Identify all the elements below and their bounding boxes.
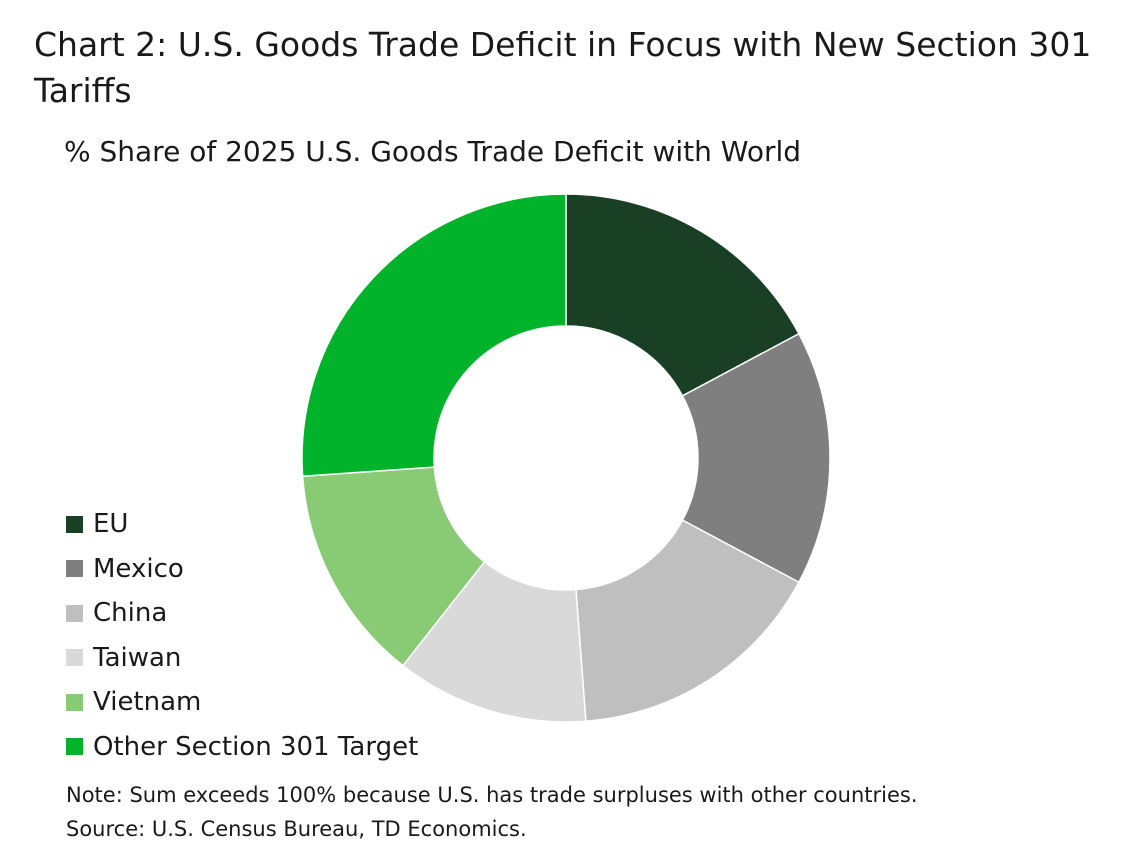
legend-item-vietnam: Vietnam [66, 680, 418, 725]
slice-other-section-301-target [301, 193, 567, 478]
chart-title: Chart 2: U.S. Goods Trade Deficit in Foc… [34, 25, 1092, 110]
slice-china [575, 519, 800, 723]
legend-swatch-taiwan [66, 649, 83, 667]
legend-swatch-mexico [66, 560, 83, 578]
slice-eu [565, 193, 800, 397]
legend-item-taiwan: Taiwan [66, 636, 418, 681]
legend-swatch-eu [66, 515, 83, 533]
legend-item-mexico: Mexico [66, 547, 418, 592]
legend-label-other-section-301-target: Other Section 301 Target [93, 731, 419, 762]
legend-label-vietnam: Vietnam [93, 687, 202, 718]
legend-item-eu: EU [66, 502, 418, 547]
slice-mexico [681, 332, 831, 584]
legend-item-other-section-301-target: Other Section 301 Target [66, 725, 418, 770]
chart-source: Source: U.S. Census Bureau, TD Economics… [66, 817, 527, 841]
legend-label-mexico: Mexico [93, 553, 184, 584]
slice-vietnam [301, 466, 486, 667]
footnotes: Note: Sum exceeds 100% because U.S. has … [66, 778, 918, 846]
legend-label-china: China [93, 598, 168, 629]
legend-item-china: China [66, 591, 418, 636]
legend-label-eu: EU [93, 509, 129, 540]
legend-label-taiwan: Taiwan [93, 642, 182, 673]
chart-subtitle: % Share of 2025 U.S. Goods Trade Deficit… [64, 135, 802, 168]
legend-swatch-other-section-301-target [66, 738, 83, 756]
legend-swatch-china [66, 604, 83, 622]
legend-swatch-vietnam [66, 693, 83, 711]
legend: EU Mexico China Taiwan Vietnam Other Sec… [66, 502, 418, 769]
chart-note: Note: Sum exceeds 100% because U.S. has … [66, 783, 918, 807]
